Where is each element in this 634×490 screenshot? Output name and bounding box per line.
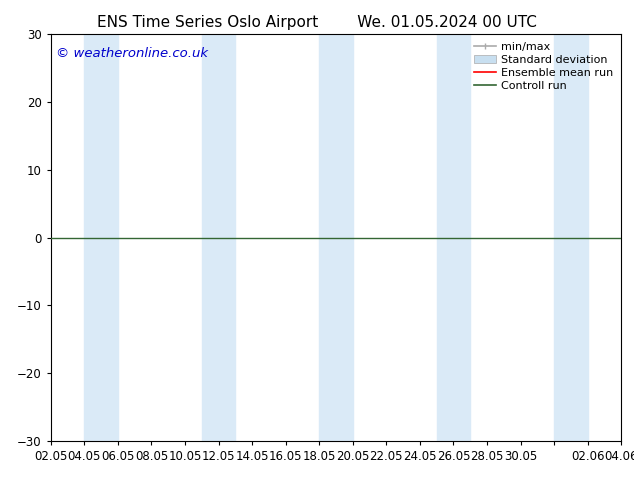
Bar — [554, 34, 588, 441]
Bar — [202, 34, 235, 441]
Legend: min/max, Standard deviation, Ensemble mean run, Controll run: min/max, Standard deviation, Ensemble me… — [471, 40, 616, 93]
Bar — [437, 34, 470, 441]
Text: ENS Time Series Oslo Airport        We. 01.05.2024 00 UTC: ENS Time Series Oslo Airport We. 01.05.2… — [97, 15, 537, 30]
Bar — [84, 34, 118, 441]
Text: © weatheronline.co.uk: © weatheronline.co.uk — [56, 47, 209, 59]
Bar — [320, 34, 353, 441]
